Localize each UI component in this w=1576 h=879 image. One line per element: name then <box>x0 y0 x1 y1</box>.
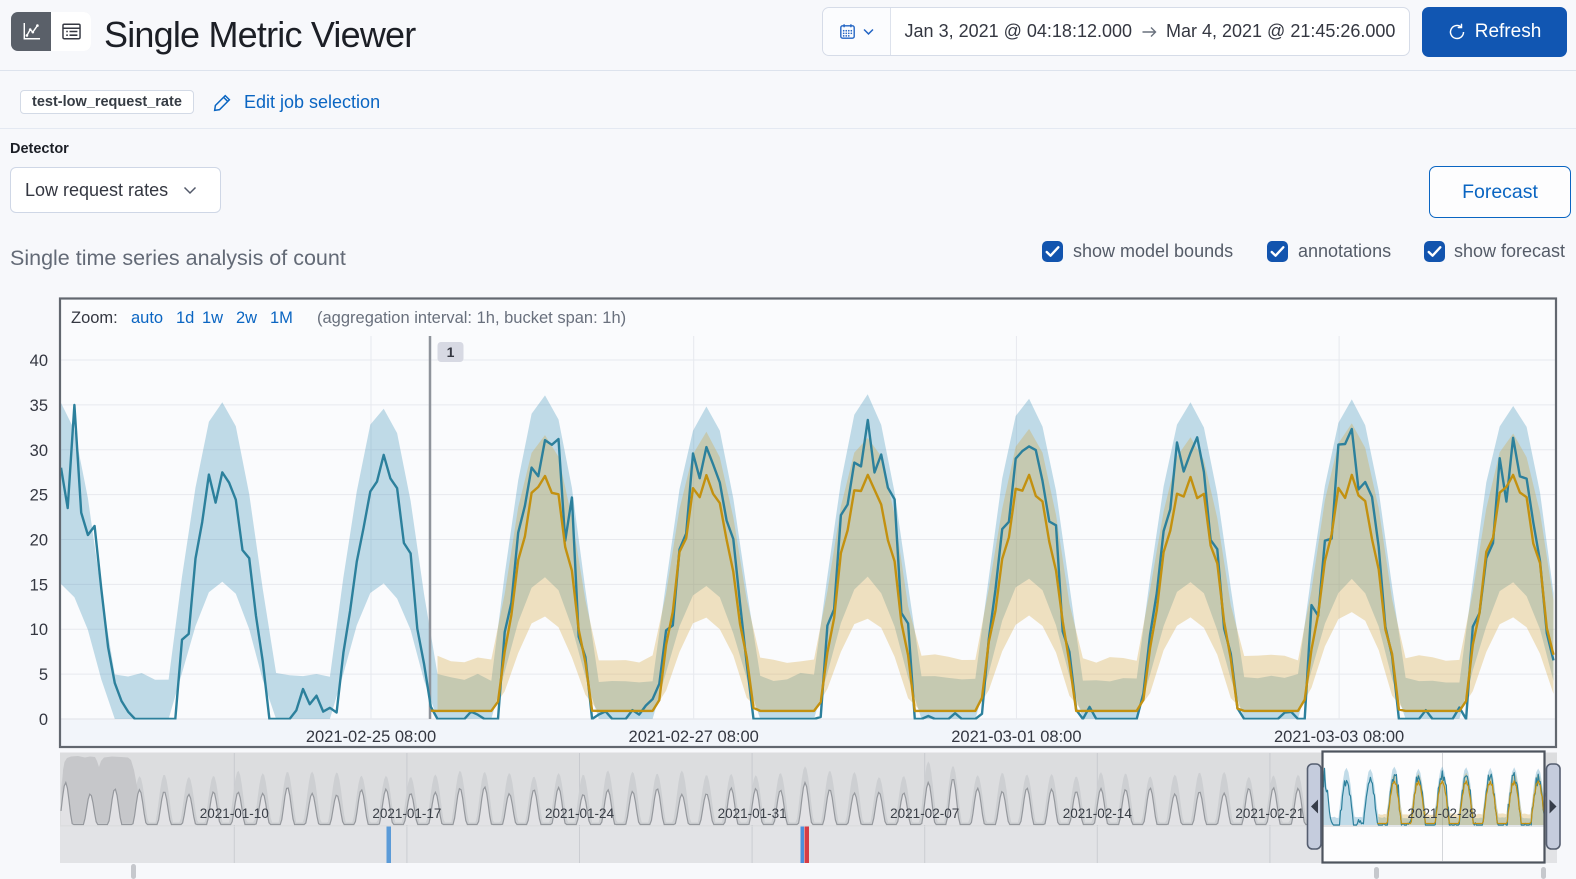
svg-text:25: 25 <box>30 487 48 505</box>
svg-text:1w: 1w <box>202 309 223 327</box>
svg-text:(aggregation interval: 1h, buc: (aggregation interval: 1h, bucket span: … <box>317 309 626 327</box>
svg-text:2021-02-14: 2021-02-14 <box>1063 806 1133 821</box>
svg-text:2021-02-21: 2021-02-21 <box>1235 806 1304 821</box>
svg-text:1: 1 <box>447 344 455 360</box>
svg-text:0: 0 <box>39 711 48 729</box>
svg-text:15: 15 <box>30 576 48 594</box>
svg-text:1d: 1d <box>176 309 194 327</box>
svg-text:2021-01-17: 2021-01-17 <box>372 806 441 821</box>
svg-text:2021-01-10: 2021-01-10 <box>200 806 269 821</box>
svg-text:40: 40 <box>30 352 48 370</box>
svg-text:2021-02-27 08:00: 2021-02-27 08:00 <box>629 728 759 746</box>
svg-text:2w: 2w <box>236 309 257 327</box>
svg-text:2021-02-28: 2021-02-28 <box>1407 806 1476 821</box>
svg-text:5: 5 <box>39 666 48 684</box>
svg-text:35: 35 <box>30 397 48 415</box>
svg-text:1M: 1M <box>270 309 293 327</box>
svg-text:2021-02-25 08:00: 2021-02-25 08:00 <box>306 728 436 746</box>
svg-text:2021-03-01 08:00: 2021-03-01 08:00 <box>951 728 1081 746</box>
svg-text:2021-01-24: 2021-01-24 <box>545 806 615 821</box>
svg-text:20: 20 <box>30 532 48 550</box>
svg-text:Zoom:: Zoom: <box>71 309 118 327</box>
svg-text:10: 10 <box>30 621 48 639</box>
svg-text:2021-01-31: 2021-01-31 <box>718 806 787 821</box>
svg-text:2021-03-03 08:00: 2021-03-03 08:00 <box>1274 728 1404 746</box>
svg-text:auto: auto <box>131 309 163 327</box>
svg-text:2021-02-07: 2021-02-07 <box>890 806 959 821</box>
svg-text:30: 30 <box>30 442 48 460</box>
